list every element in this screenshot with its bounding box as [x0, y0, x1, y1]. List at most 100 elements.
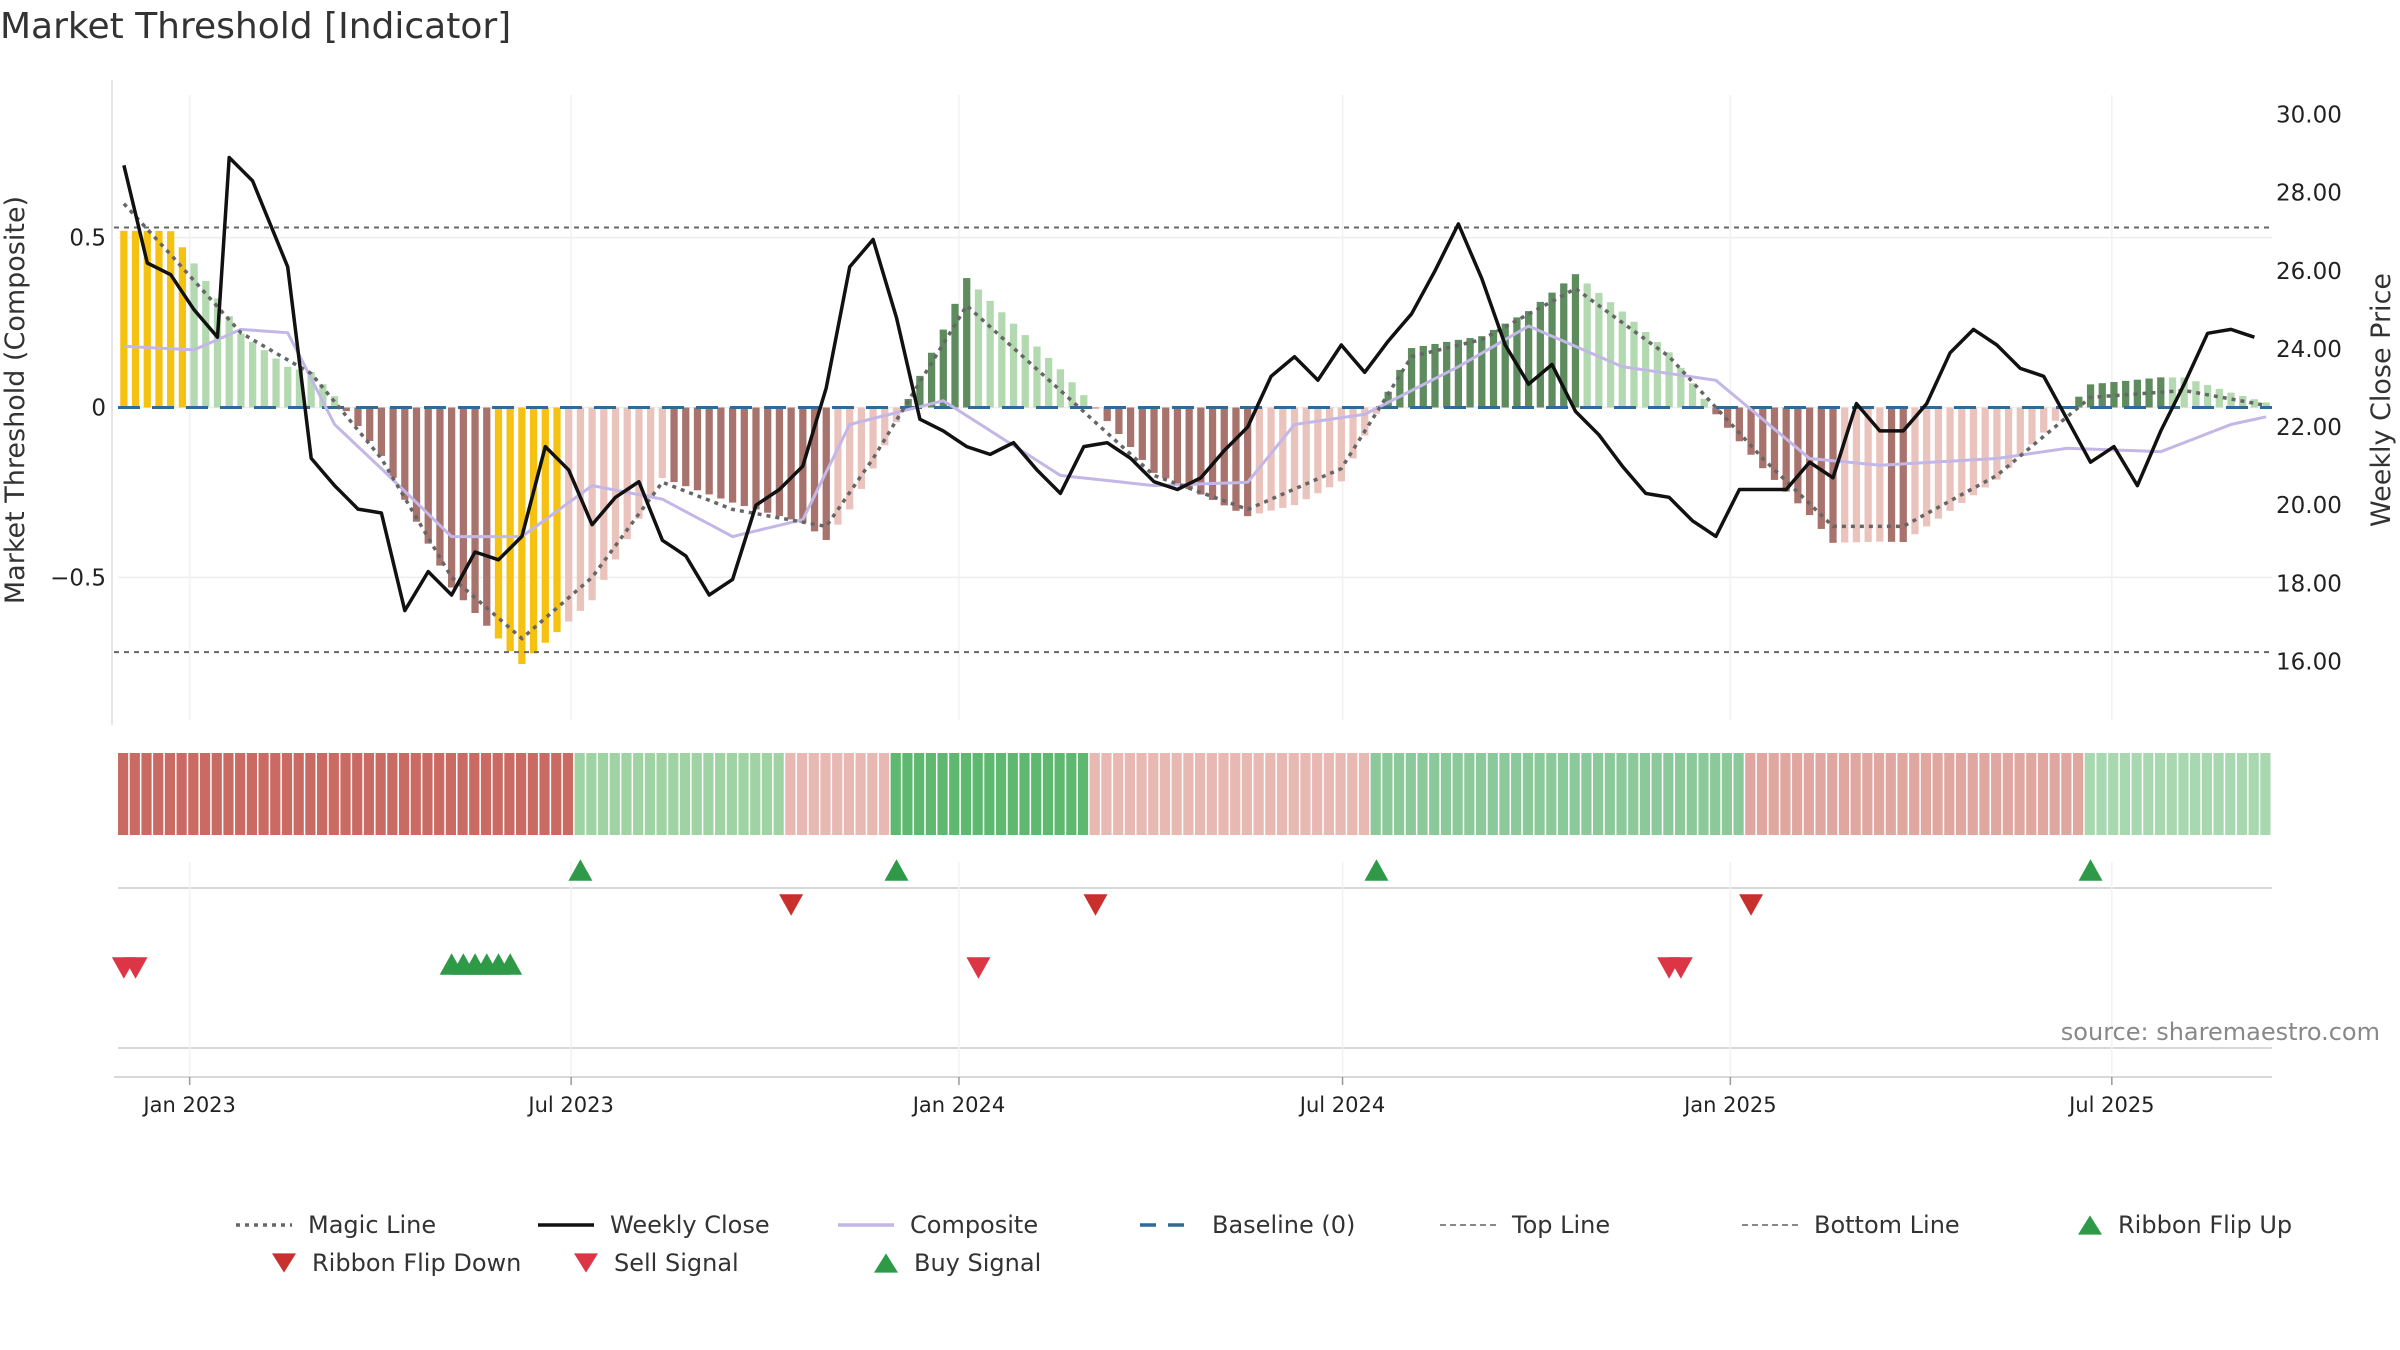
legend-swatch [2078, 1215, 2102, 1235]
composite-bar [1525, 311, 1533, 408]
ribbon-cell [1276, 753, 1288, 835]
composite-bar [717, 407, 725, 499]
ribbon-cell [1616, 753, 1627, 835]
composite-bar [1688, 383, 1697, 408]
composite-bar [330, 396, 339, 408]
composite-bar [1747, 407, 1755, 455]
ribbon-cell [1557, 753, 1569, 835]
composite-bar [1337, 407, 1345, 482]
ribbon-cell [1792, 753, 1803, 835]
ribbon-cell [609, 753, 620, 835]
composite-bar [1501, 323, 1509, 408]
composite-bar [2110, 382, 2118, 408]
ribbon-cell [2166, 753, 2177, 835]
ribbon-cell [1522, 753, 1533, 835]
ribbon-flip-up-marker [2078, 859, 2103, 881]
composite-bar [1923, 407, 1931, 527]
ribbon-cell [1862, 753, 1873, 835]
series-lines [114, 155, 2272, 654]
composite-bar [319, 384, 327, 408]
ribbon-flip-up-marker [1364, 859, 1389, 881]
ribbon-cell [1581, 753, 1592, 835]
composite-bar [1536, 301, 1544, 408]
composite-bar [1571, 274, 1580, 408]
ribbon-cell [656, 753, 667, 835]
ribbon-cell [1195, 753, 1206, 835]
ribbon-cell [925, 753, 936, 835]
ribbon-cell [738, 753, 749, 835]
composite-bar [553, 407, 561, 633]
ribbon-cell [480, 753, 492, 835]
ribbon-cell [679, 753, 691, 835]
composite-bar [1969, 407, 1978, 496]
y-axis-label: Market Threshold (Composite) [0, 196, 31, 604]
ribbon-cell [118, 753, 129, 835]
composite-bar [401, 407, 409, 500]
ribbon-cell [1604, 753, 1615, 835]
composite-bar [1899, 407, 1907, 543]
ribbon-cell [328, 753, 339, 835]
composite-bar [1431, 343, 1439, 408]
ribbon-cell [726, 753, 737, 835]
ribbon-cell [1066, 753, 1077, 835]
composite-bar [752, 407, 760, 510]
ribbon-cell [1148, 753, 1159, 835]
y2-tick-label: 30.00 [2276, 103, 2342, 129]
ribbon-cell [340, 753, 351, 835]
composite-bar [1618, 311, 1626, 408]
composite-bar [1560, 283, 1568, 408]
legend-item: Sell Signal [574, 1249, 739, 1277]
ribbon-cell [363, 753, 375, 835]
ribbon-cell [223, 753, 234, 835]
composite-bar [892, 407, 901, 423]
ribbon-cell [188, 753, 199, 835]
ribbon-cell [1897, 753, 1908, 835]
ribbon-cell [2236, 753, 2248, 835]
ribbon-cell [2154, 753, 2166, 835]
composite-bar [2250, 399, 2259, 408]
composite-bar [810, 407, 819, 532]
sell-signal-marker [966, 957, 991, 979]
ribbon-cell [1932, 753, 1943, 835]
ribbon-cell [2260, 753, 2271, 835]
ribbon-cell [1815, 753, 1826, 835]
composite-bar [670, 407, 678, 483]
ribbon-cell [1838, 753, 1850, 835]
composite-bar [1173, 407, 1182, 484]
ribbon-cell [539, 753, 550, 835]
y2-tick-label: 16.00 [2276, 649, 2342, 675]
composite-bar [1794, 407, 1802, 504]
composite-bar [1115, 407, 1123, 435]
ribbon-cell [492, 753, 503, 835]
composite-bar [857, 407, 865, 489]
ribbon-cell [937, 753, 948, 835]
ribbon-cell [1323, 753, 1334, 835]
composite-bar [2075, 396, 2083, 408]
ribbon-cell [1873, 753, 1885, 835]
composite-bar [1665, 352, 1673, 408]
ribbon-cell [984, 753, 995, 835]
ribbon-cell [621, 753, 632, 835]
ribbon-cell [2049, 753, 2060, 835]
composite-bar [1290, 407, 1299, 506]
ribbon-flip-up-marker [568, 859, 593, 881]
composite-bar [1489, 329, 1498, 408]
legend-item: Baseline (0) [1140, 1211, 1355, 1239]
composite-bar [939, 329, 947, 408]
composite-bar [1887, 407, 1896, 542]
composite-bar [974, 289, 983, 408]
ribbon-flip-down-marker [1083, 894, 1108, 916]
composite-bar [728, 407, 737, 503]
ribbon-cell [902, 753, 913, 835]
ribbon-cell [1183, 753, 1194, 835]
y2-axis-label: Weekly Close Price [2366, 273, 2397, 527]
composite-bar [1700, 398, 1708, 408]
composite-bar [237, 333, 245, 408]
ribbon-flip-down-marker [779, 894, 804, 916]
composite-bar [740, 407, 748, 506]
composite-bar [354, 407, 362, 427]
ribbon-cell [1499, 753, 1510, 835]
y2-tick-label: 18.00 [2276, 571, 2342, 597]
ribbon-cell [2119, 753, 2131, 835]
ribbon-cell [305, 753, 316, 835]
